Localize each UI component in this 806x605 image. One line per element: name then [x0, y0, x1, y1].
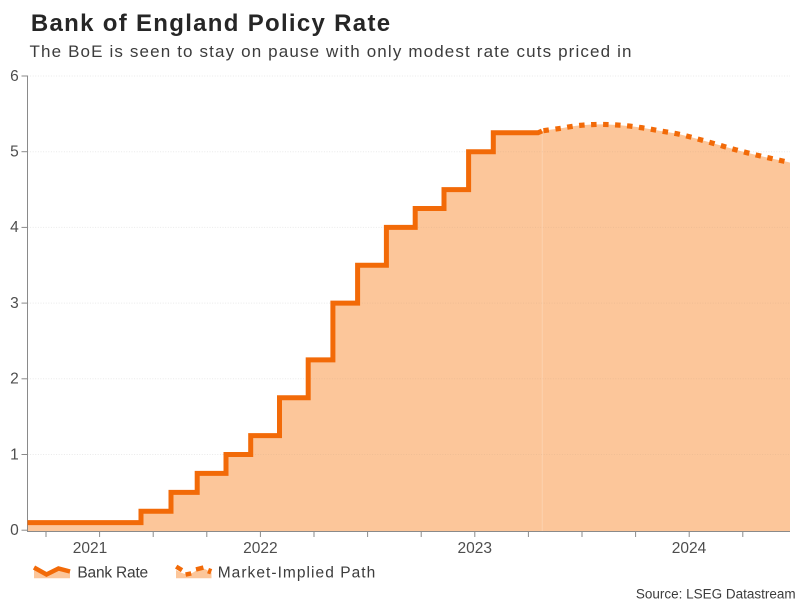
svg-text:5: 5	[10, 144, 19, 161]
svg-text:2022: 2022	[243, 540, 277, 557]
svg-text:Bank Rate: Bank Rate	[77, 565, 148, 582]
svg-text:3: 3	[10, 295, 19, 312]
svg-text:1: 1	[10, 446, 19, 463]
svg-text:Source: LSEG Datastream: Source: LSEG Datastream	[636, 586, 796, 601]
svg-text:Market-Implied Path: Market-Implied Path	[218, 564, 377, 581]
svg-text:Bank of England Policy Rate: Bank of England Policy Rate	[31, 10, 392, 37]
svg-text:6: 6	[10, 68, 19, 85]
svg-text:2023: 2023	[458, 540, 492, 557]
svg-text:The BoE is seen to stay on pau: The BoE is seen to stay on pause with on…	[30, 42, 633, 61]
svg-text:0: 0	[10, 522, 19, 539]
svg-text:2021: 2021	[73, 540, 107, 557]
svg-text:4: 4	[10, 219, 19, 236]
svg-text:2: 2	[10, 371, 19, 388]
svg-text:2024: 2024	[672, 540, 707, 557]
